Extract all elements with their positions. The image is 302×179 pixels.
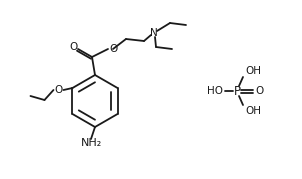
Text: P: P — [233, 84, 240, 98]
Text: O: O — [109, 44, 117, 54]
Text: OH: OH — [245, 66, 261, 76]
Text: N: N — [150, 28, 158, 38]
Text: O: O — [54, 85, 63, 95]
Text: OH: OH — [245, 106, 261, 116]
Text: O: O — [255, 86, 263, 96]
Text: HO: HO — [207, 86, 223, 96]
Text: NH₂: NH₂ — [80, 138, 102, 148]
Text: O: O — [69, 42, 77, 52]
